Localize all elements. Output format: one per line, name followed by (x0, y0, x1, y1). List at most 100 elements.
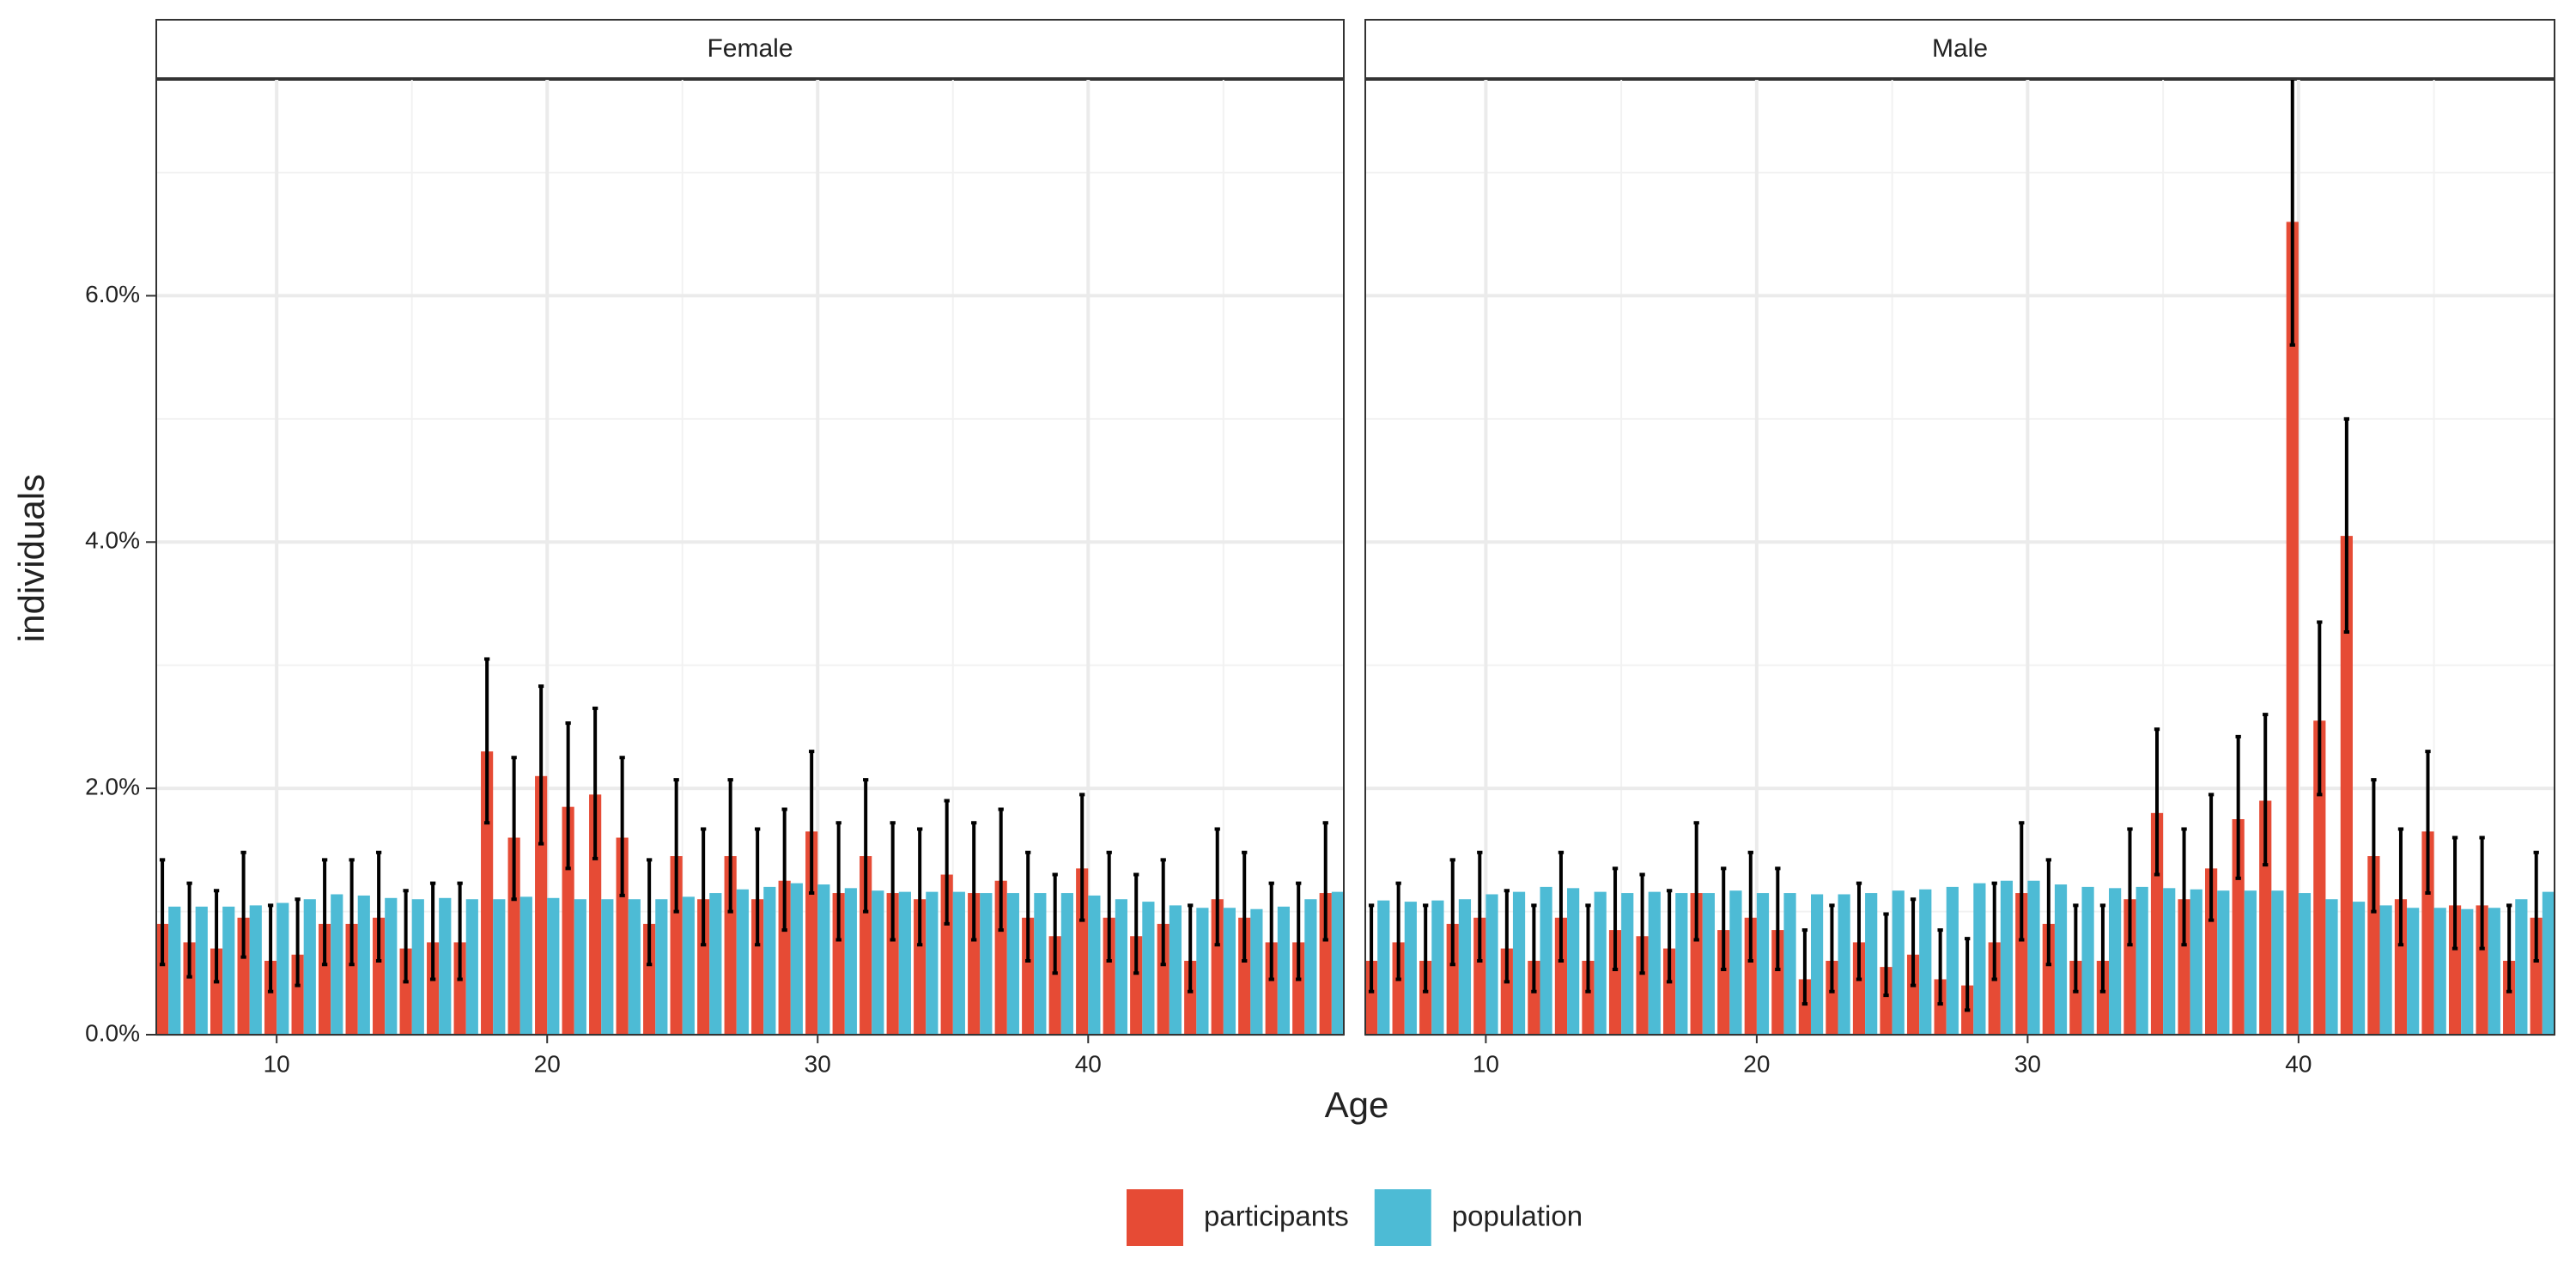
error-bar (1775, 866, 1781, 971)
bar (222, 906, 235, 1035)
plot-area (1365, 79, 2555, 1035)
error-bar (890, 821, 896, 942)
bar (1798, 979, 1811, 1035)
error-bar (2425, 750, 2431, 896)
error-bar (619, 756, 625, 897)
bar (1331, 891, 1344, 1035)
bar (2379, 905, 2392, 1035)
bar (1377, 900, 1390, 1035)
error-bar (1133, 872, 1139, 975)
bar (2313, 720, 2326, 1035)
error-bar (2343, 416, 2350, 634)
error-bar (701, 827, 707, 947)
error-bar (2317, 620, 2323, 797)
bar (195, 906, 208, 1035)
error-bar (213, 889, 220, 984)
bar (2244, 890, 2257, 1035)
error-bar (1368, 903, 1375, 993)
bar (1675, 893, 1688, 1035)
x-tick-label: 10 (264, 1050, 290, 1077)
bar (1852, 942, 1866, 1035)
bar (2096, 960, 2110, 1035)
bar (2325, 899, 2338, 1035)
bar (1838, 894, 1850, 1035)
bar (2352, 902, 2366, 1035)
error-bar (2045, 858, 2051, 967)
bar (1540, 886, 1552, 1035)
bar (2109, 888, 2122, 1035)
error-bar (1423, 903, 1429, 993)
bar (507, 837, 520, 1035)
x-tick-label: 20 (534, 1050, 561, 1077)
bar (1473, 917, 1486, 1035)
bar (1608, 930, 1622, 1035)
bar (1034, 893, 1047, 1035)
bar (1048, 936, 1061, 1035)
error-bar (1188, 903, 1194, 993)
bar (1865, 893, 1878, 1035)
bar (547, 897, 560, 1035)
bar (1060, 893, 1073, 1035)
bar (1250, 908, 1263, 1035)
bar (1717, 930, 1730, 1035)
bar (331, 894, 343, 1035)
bar (264, 960, 277, 1035)
bar (1458, 899, 1472, 1035)
error-bar (457, 881, 463, 981)
bar (2298, 893, 2312, 1035)
bar (1528, 960, 1540, 1035)
bar (1988, 942, 2001, 1035)
bar (1115, 899, 1127, 1035)
bar (1076, 868, 1089, 1035)
bar (562, 806, 574, 1035)
error-bar (1666, 889, 1673, 984)
bar (2461, 908, 2474, 1035)
error-bar (917, 827, 923, 947)
bar (493, 899, 506, 1035)
bar (2407, 908, 2420, 1035)
bar (898, 891, 911, 1035)
error-bar (781, 807, 787, 933)
x-tick-label: 40 (1075, 1050, 1102, 1077)
error-bar (971, 821, 977, 942)
error-bar (1910, 897, 1917, 987)
error-bar (1639, 872, 1645, 975)
bar (1265, 942, 1278, 1035)
bar (724, 856, 737, 1035)
error-bar (2506, 903, 2512, 993)
bar (616, 837, 629, 1035)
legend-label: population (1452, 1200, 1583, 1232)
error-bar (1296, 881, 1302, 981)
bar (2123, 899, 2136, 1035)
bar (1594, 891, 1607, 1035)
bar (1744, 917, 1757, 1035)
x-tick-label: 40 (2285, 1050, 2312, 1077)
bar (519, 896, 532, 1035)
error-bar (511, 756, 517, 902)
error-bar (998, 807, 1004, 933)
bar (2421, 831, 2434, 1035)
error-bar (1160, 858, 1166, 967)
x-tick-label: 10 (1473, 1050, 1499, 1077)
bar (385, 897, 398, 1035)
error-bar (2263, 713, 2269, 867)
y-tick-label: 4.0% (85, 527, 140, 554)
bar (1756, 893, 1770, 1035)
error-bar (267, 903, 274, 993)
bar (319, 923, 331, 1035)
bar (940, 874, 953, 1035)
error-bar (186, 881, 192, 979)
bar (1103, 917, 1115, 1035)
bar (2448, 905, 2462, 1035)
bar (2136, 886, 2148, 1035)
bar (860, 856, 872, 1035)
error-bar (1937, 928, 1943, 1006)
error-bar (809, 750, 815, 896)
error-bar (2208, 793, 2215, 922)
error-bar (538, 684, 544, 846)
bar (2163, 888, 2176, 1035)
bar (439, 897, 452, 1035)
bar (805, 831, 818, 1035)
y-tick-label: 0.0% (85, 1019, 140, 1046)
